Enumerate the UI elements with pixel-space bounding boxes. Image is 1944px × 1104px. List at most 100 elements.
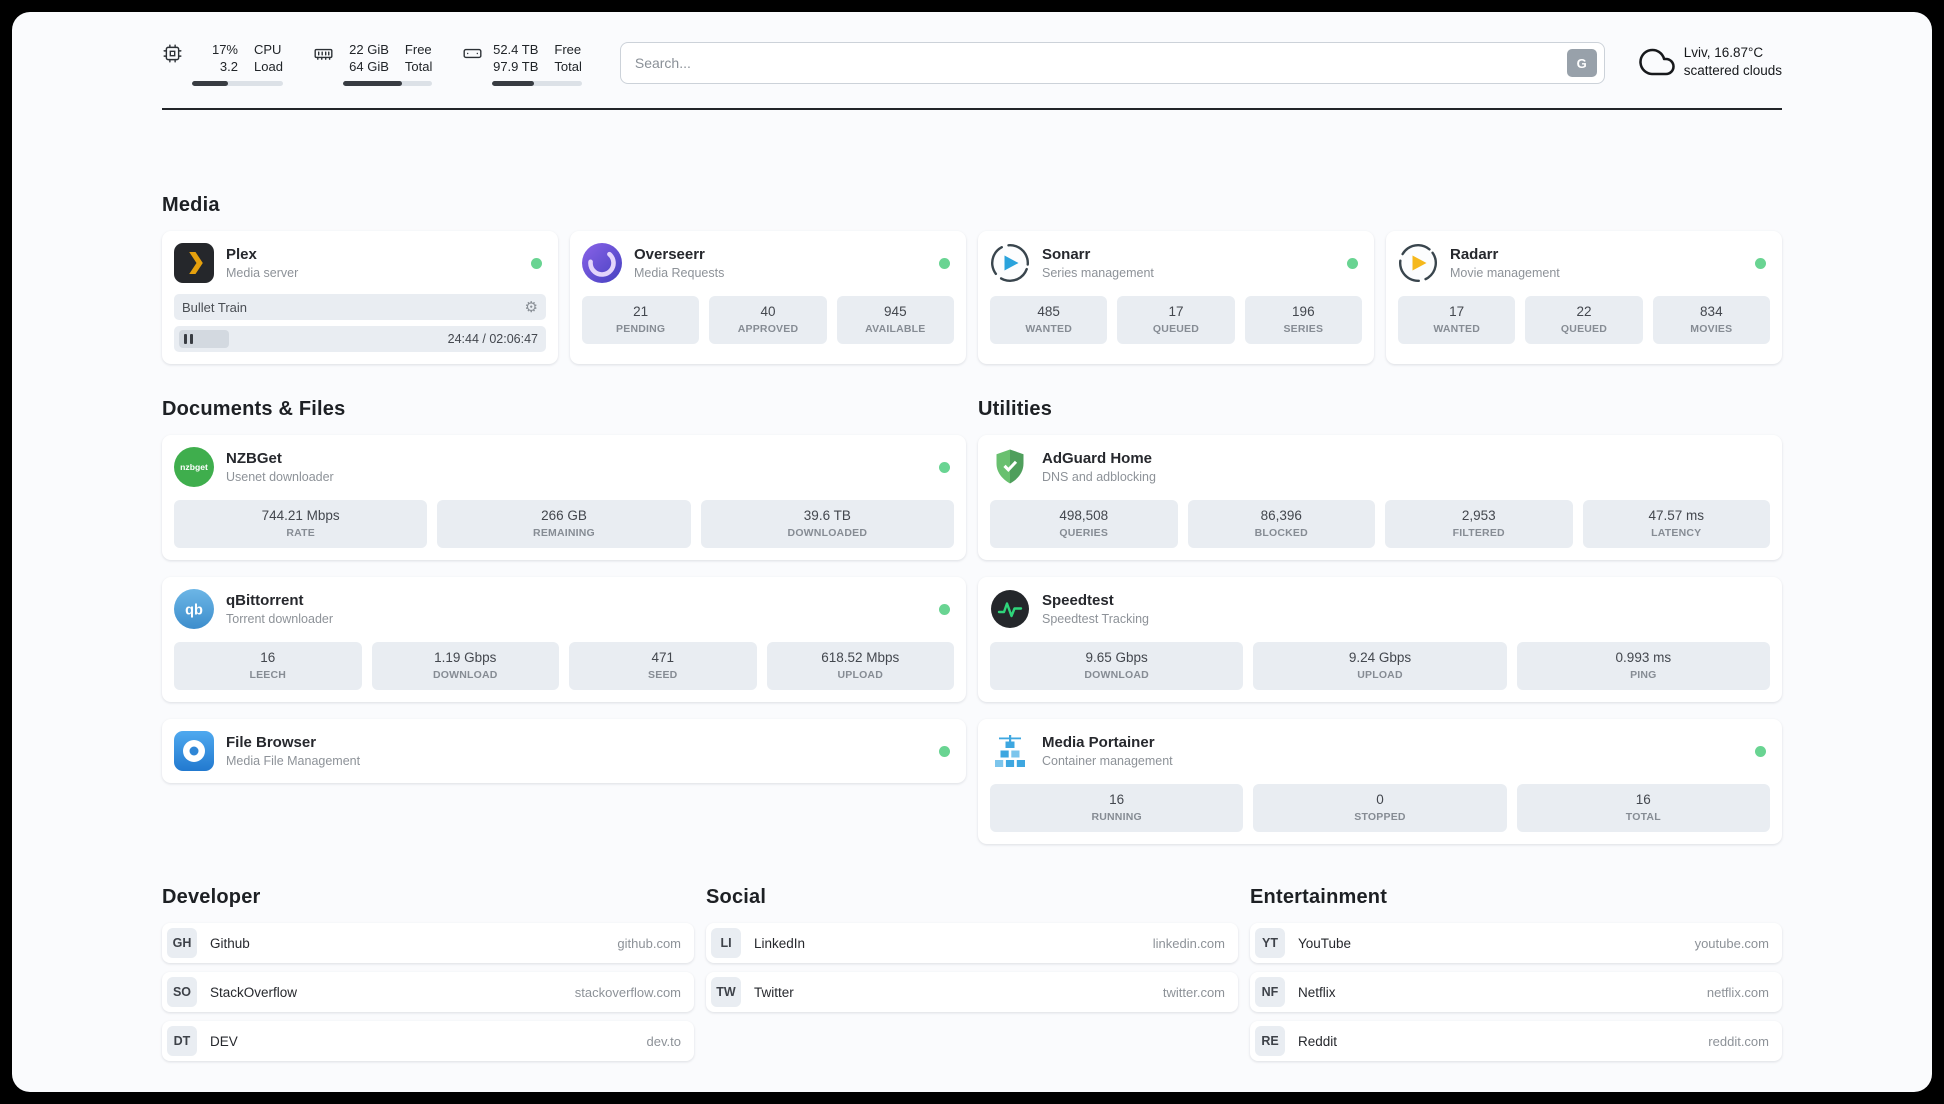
app-name: NZBGet	[226, 450, 282, 467]
stat-value: 485	[1037, 304, 1060, 319]
pause-icon	[190, 334, 193, 344]
app-card-nzbget[interactable]: nzbget NZBGet Usenet downloader 744.21 M…	[162, 435, 966, 560]
stat-label: DOWNLOAD	[1084, 669, 1149, 681]
weather-widget: Lviv, 16.87°C scattered clouds	[1638, 44, 1782, 80]
app-subtitle: Media server	[226, 266, 299, 280]
app-name: Speedtest	[1042, 592, 1114, 609]
stat-value: 22	[1576, 304, 1592, 319]
disk-free-value: 52.4 TB	[493, 42, 539, 57]
stat-label: QUEUED	[1560, 323, 1608, 335]
stat-wanted: 17 WANTED	[1398, 296, 1516, 344]
playback-time: 24:44 / 02:06:47	[447, 332, 538, 346]
stat-value: 17	[1168, 304, 1184, 319]
status-online-dot	[1755, 257, 1766, 269]
status-online-dot	[939, 603, 950, 615]
stat-queued: 22 QUEUED	[1525, 296, 1643, 344]
stat-label: DOWNLOADED	[787, 527, 868, 539]
app-subtitle: Media Requests	[634, 266, 725, 280]
qbittorrent-icon: qb	[174, 589, 214, 629]
bookmark-linkedin[interactable]: LI LinkedIn linkedin.com	[706, 923, 1238, 963]
stat-value: 9.24 Gbps	[1348, 650, 1412, 665]
pause-button[interactable]	[179, 330, 229, 348]
stat-value: 39.6 TB	[803, 508, 851, 523]
svg-text:qb: qb	[185, 603, 203, 619]
stat-value: 2,953	[1461, 508, 1496, 523]
app-card-plex[interactable]: Plex Media server Bullet Train ⚙	[162, 231, 558, 364]
section-title-documents: Documents & Files	[162, 398, 346, 420]
app-name: Sonarr	[1042, 246, 1091, 263]
search-input[interactable]	[634, 55, 1567, 71]
stat-blocked: 86,396 BLOCKED	[1187, 500, 1375, 548]
stat-value: 196	[1292, 304, 1315, 319]
bookmark-reddit[interactable]: RE Reddit reddit.com	[1250, 1021, 1782, 1061]
header-divider	[162, 108, 1782, 110]
ram-label-top: Free	[404, 42, 432, 57]
dev-icon: DT	[167, 1026, 197, 1056]
bookmark-name: Twitter	[754, 984, 794, 1000]
twitter-icon: TW	[711, 977, 741, 1007]
disk-widget: 52.4 TB 97.9 TB Free Total	[462, 42, 582, 86]
app-card-qbittorrent[interactable]: qb qBittorrent Torrent downloader 16 LEE…	[162, 577, 966, 702]
reddit-icon: RE	[1255, 1026, 1285, 1056]
stat-available: 945 AVAILABLE	[836, 296, 954, 344]
app-card-overseerr[interactable]: Overseerr Media Requests 21 PENDING 40 A…	[570, 231, 966, 364]
disk-icon	[462, 43, 483, 86]
stat-label: RUNNING	[1091, 811, 1142, 823]
portainer-icon	[990, 731, 1030, 771]
stat-value: 17	[1449, 304, 1465, 319]
app-name: qBittorrent	[226, 592, 304, 609]
section-entertainment: Entertainment YT YouTube youtube.com NF …	[1250, 886, 1782, 1061]
app-subtitle: Movie management	[1450, 266, 1560, 280]
stat-wanted: 485 WANTED	[990, 296, 1108, 344]
status-online-dot	[531, 257, 542, 269]
app-card-portainer[interactable]: Media Portainer Container management 16 …	[978, 719, 1782, 844]
stat-value: 47.57 ms	[1648, 508, 1705, 523]
svg-text:nzbget: nzbget	[180, 462, 208, 472]
stat-label: UPLOAD	[837, 669, 884, 681]
cpu-label-bottom: Load	[254, 59, 283, 74]
status-online-dot	[939, 257, 950, 269]
section-media: Media Plex Media server	[162, 194, 1782, 364]
section-title-utilities: Utilities	[978, 398, 1053, 420]
stat-label: TOTAL	[1625, 811, 1661, 823]
stat-value: 0.993 ms	[1615, 650, 1672, 665]
bookmark-stackoverflow[interactable]: SO StackOverflow stackoverflow.com	[162, 972, 694, 1012]
pause-icon	[184, 334, 187, 344]
bookmark-youtube[interactable]: YT YouTube youtube.com	[1250, 923, 1782, 963]
bookmark-url: reddit.com	[1708, 1033, 1769, 1049]
stat-upload: 9.24 Gbps UPLOAD	[1253, 642, 1507, 690]
app-name: Media Portainer	[1042, 734, 1155, 751]
cpu-progress-bar	[192, 81, 283, 86]
now-playing-title: Bullet Train	[182, 299, 248, 315]
stat-value: 21	[633, 304, 649, 319]
section-social: Social LI LinkedIn linkedin.com TW Twitt…	[706, 886, 1238, 1012]
youtube-icon: YT	[1255, 928, 1285, 958]
bookmark-url: twitter.com	[1162, 984, 1225, 1000]
gear-icon[interactable]: ⚙	[524, 298, 538, 316]
bookmark-netflix[interactable]: NF Netflix netflix.com	[1250, 972, 1782, 1012]
cpu-load-value: 3.2	[219, 59, 238, 74]
nzbget-icon: nzbget	[174, 447, 214, 487]
stat-value: 16	[260, 650, 276, 665]
app-card-sonarr[interactable]: Sonarr Series management 485 WANTED 17 Q…	[978, 231, 1374, 364]
app-card-adguard[interactable]: AdGuard Home DNS and adblocking 498,508 …	[978, 435, 1782, 560]
bookmark-url: github.com	[617, 935, 681, 951]
app-card-speedtest[interactable]: Speedtest Speedtest Tracking 9.65 Gbps D…	[978, 577, 1782, 702]
radarr-icon	[1398, 243, 1438, 283]
bookmark-name: Netflix	[1298, 984, 1336, 1000]
ram-free-value: 22 GiB	[349, 42, 389, 57]
app-card-filebrowser[interactable]: File Browser Media File Management	[162, 719, 966, 783]
header: 17% 3.2 CPU Load	[162, 42, 1782, 86]
bookmark-twitter[interactable]: TW Twitter twitter.com	[706, 972, 1238, 1012]
bookmark-github[interactable]: GH Github github.com	[162, 923, 694, 963]
ram-label-bottom: Total	[404, 59, 433, 74]
app-card-radarr[interactable]: Radarr Movie management 17 WANTED 22 QUE…	[1386, 231, 1782, 364]
plex-now-playing-widget: Bullet Train ⚙ 24:44 / 02:06:47	[174, 294, 546, 352]
stat-running: 16 RUNNING	[990, 784, 1244, 832]
stat-value: 618.52 Mbps	[821, 650, 900, 665]
search-bar[interactable]: G	[619, 42, 1605, 84]
search-engine-button[interactable]: G	[1566, 49, 1597, 77]
stat-label: WANTED	[1433, 323, 1481, 335]
bookmark-dev[interactable]: DT DEV dev.to	[162, 1021, 694, 1061]
status-online-dot	[939, 461, 950, 473]
